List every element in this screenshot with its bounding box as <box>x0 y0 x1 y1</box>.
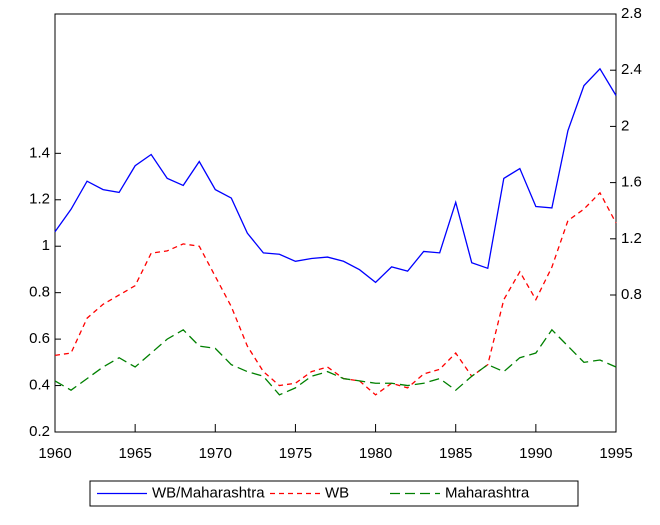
y-tick-label: 1.4 <box>29 144 50 161</box>
y-tick-label: 1.2 <box>29 191 50 208</box>
x-tick-label: 1975 <box>279 445 312 462</box>
y-tick-label: 1 <box>42 237 50 254</box>
y2-tick-label: 1.6 <box>621 174 642 191</box>
legend-label: WB/Maharashtra <box>152 484 265 501</box>
data-line <box>54 328 617 396</box>
x-tick-label: 1970 <box>199 445 232 462</box>
legend-label: WB <box>325 484 349 501</box>
plot-frame <box>54 13 617 433</box>
y-tick-label: 0.2 <box>29 423 50 440</box>
y2-tick-label: 2 <box>621 117 629 134</box>
y2-tick-label: 0.8 <box>621 286 642 303</box>
y2-tick-label: 2.4 <box>621 61 642 78</box>
data-line <box>54 67 617 284</box>
y-tick-label: 0.8 <box>29 284 50 301</box>
y-tick-label: 0.6 <box>29 330 50 347</box>
x-tick-label: 1990 <box>519 445 552 462</box>
x-tick-label: 1960 <box>38 445 71 462</box>
y2-tick-label: 1.2 <box>621 230 642 247</box>
x-tick-label: 1995 <box>599 445 632 462</box>
legend-label: Maharashtra <box>445 484 530 501</box>
y2-tick-label: 2.8 <box>621 5 642 22</box>
x-tick-label: 1985 <box>439 445 472 462</box>
legend-box <box>89 480 579 507</box>
x-tick-label: 1980 <box>359 445 392 462</box>
x-tick-label: 1965 <box>118 445 151 462</box>
data-line <box>54 191 617 396</box>
y-tick-label: 0.4 <box>29 377 50 394</box>
